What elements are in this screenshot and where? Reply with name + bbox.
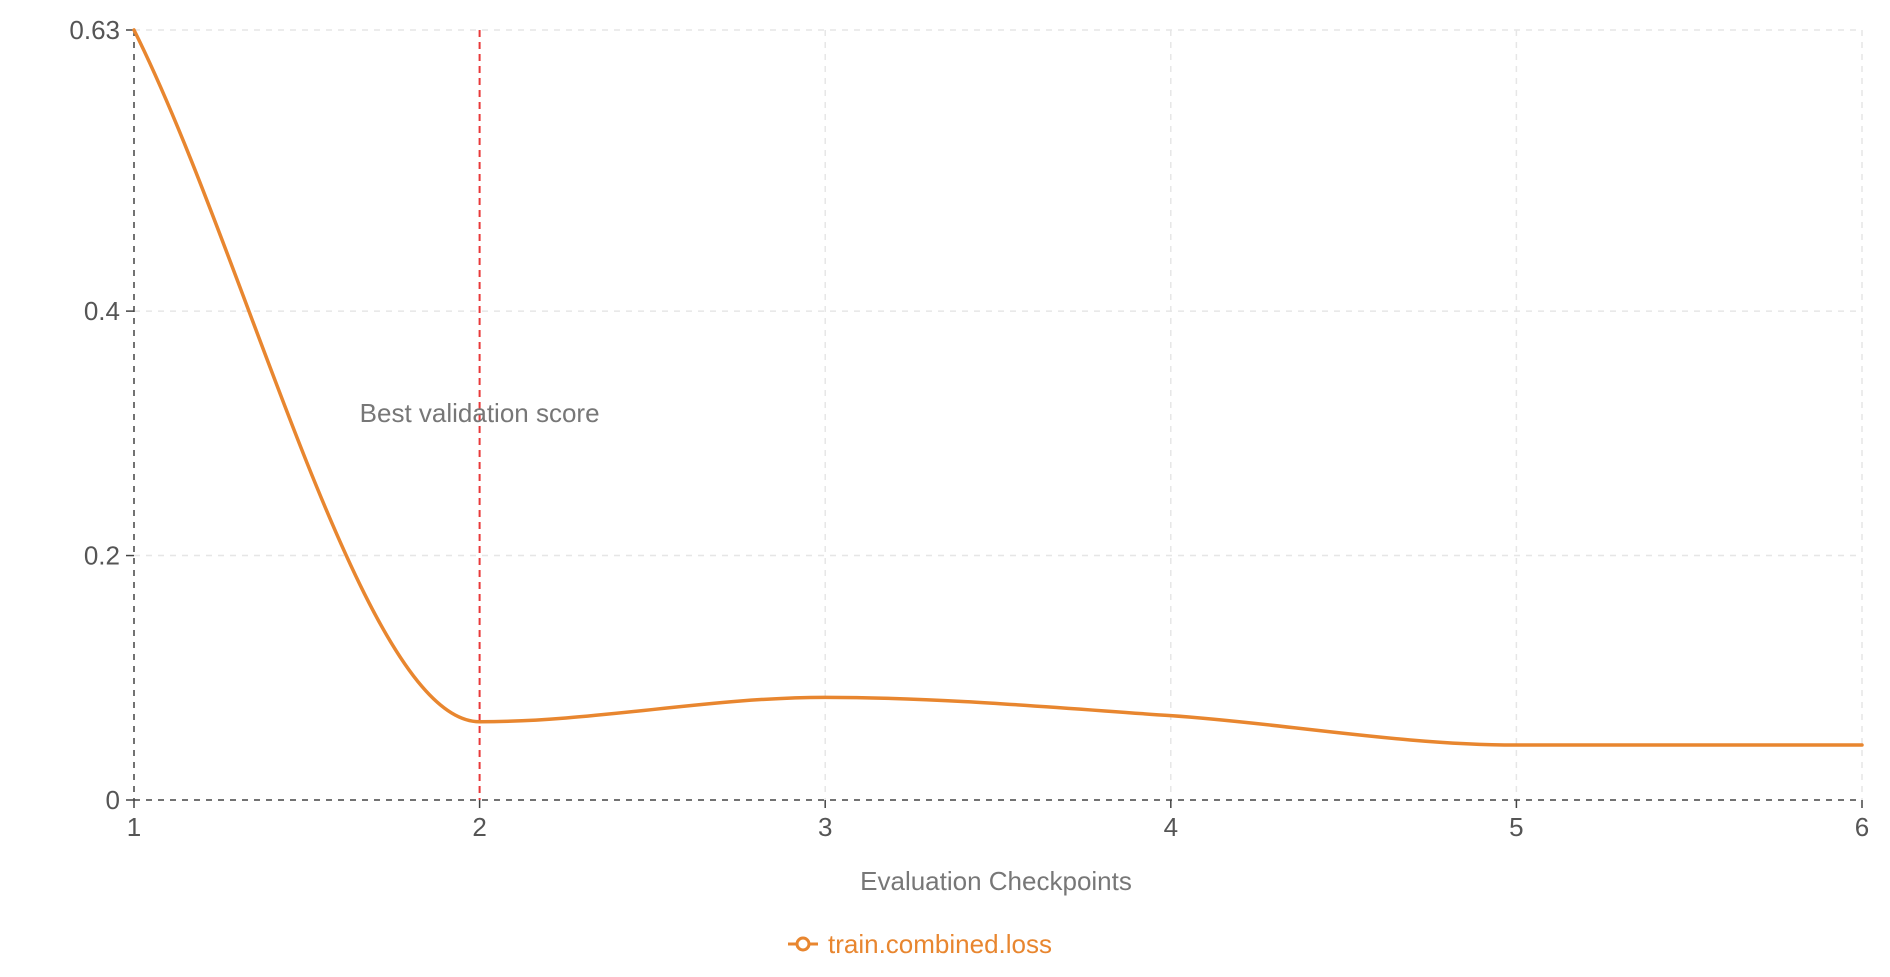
data-point-0-2[interactable]: [823, 695, 827, 699]
series-layer: [132, 28, 1864, 747]
x-tick-label-0: 1: [127, 812, 141, 842]
data-point-0-0[interactable]: [132, 28, 136, 32]
data-point-0-4[interactable]: [1514, 743, 1518, 747]
legend-label[interactable]: train.combined.loss: [828, 929, 1052, 959]
x-tick-label-2: 3: [818, 812, 832, 842]
legend-marker-icon: [795, 936, 811, 952]
x-axis-title: Evaluation Checkpoints: [860, 866, 1132, 896]
y-tick-label-3: 0.63: [69, 15, 120, 45]
data-point-0-5[interactable]: [1860, 743, 1864, 747]
axes: 1 2 3 4 5 6 0 0.2 0.4 0.63: [69, 15, 1869, 842]
best-validation-label: Best validation score: [360, 398, 600, 428]
grid: [134, 29, 1863, 800]
annotations: Best validation score: [360, 30, 600, 800]
x-tick-label-4: 5: [1509, 812, 1523, 842]
series-line-train-combined-loss[interactable]: [132, 28, 1864, 747]
x-tick-label-1: 2: [472, 812, 486, 842]
x-tick-label-5: 6: [1855, 812, 1869, 842]
x-tick-label-3: 4: [1164, 812, 1178, 842]
legend[interactable]: train.combined.loss: [788, 929, 1052, 959]
data-point-0-3[interactable]: [1169, 714, 1173, 718]
data-point-0-1[interactable]: [478, 720, 482, 724]
y-tick-label-0: 0: [106, 785, 120, 815]
y-tick-label-2: 0.4: [84, 296, 120, 326]
y-tick-label-1: 0.2: [84, 541, 120, 571]
